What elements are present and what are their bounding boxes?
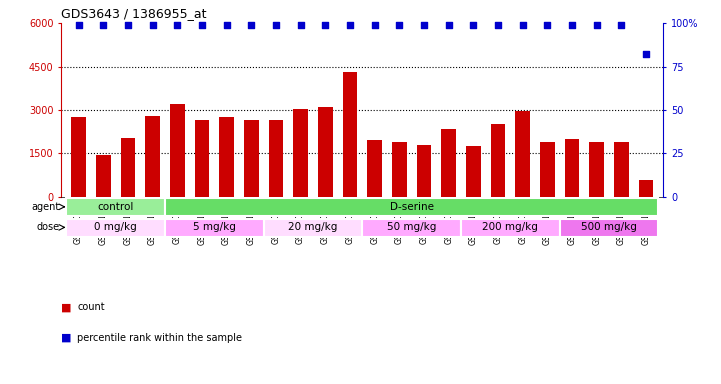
Bar: [145, 116, 160, 197]
Text: 5 mg/kg: 5 mg/kg: [193, 222, 236, 232]
Bar: [589, 142, 604, 197]
Point: [270, 22, 282, 28]
Point: [246, 22, 257, 28]
Text: 20 mg/kg: 20 mg/kg: [288, 222, 337, 232]
Bar: [417, 145, 431, 197]
Bar: [516, 111, 530, 197]
Point: [369, 22, 381, 28]
Bar: [120, 137, 136, 197]
Point: [172, 22, 183, 28]
Point: [394, 22, 405, 28]
Bar: [219, 117, 234, 197]
Point: [640, 51, 652, 58]
Bar: [559, 218, 658, 237]
Bar: [165, 218, 264, 237]
Bar: [71, 117, 86, 197]
Text: 50 mg/kg: 50 mg/kg: [387, 222, 436, 232]
Bar: [540, 142, 554, 197]
Point: [566, 22, 578, 28]
Text: 500 mg/kg: 500 mg/kg: [581, 222, 637, 232]
Point: [97, 22, 109, 28]
Bar: [342, 72, 358, 197]
Point: [295, 22, 306, 28]
Point: [467, 22, 479, 28]
Text: count: count: [77, 302, 105, 312]
Point: [73, 22, 84, 28]
Bar: [244, 120, 259, 197]
Text: GDS3643 / 1386955_at: GDS3643 / 1386955_at: [61, 7, 207, 20]
Point: [443, 22, 454, 28]
Bar: [96, 155, 110, 197]
Text: ■: ■: [61, 333, 72, 343]
Text: percentile rank within the sample: percentile rank within the sample: [77, 333, 242, 343]
Bar: [264, 218, 363, 237]
Bar: [639, 180, 653, 197]
Bar: [461, 218, 559, 237]
Point: [541, 22, 553, 28]
Bar: [441, 129, 456, 197]
Bar: [66, 198, 165, 217]
Bar: [66, 218, 165, 237]
Bar: [195, 120, 209, 197]
Point: [196, 22, 208, 28]
Text: ■: ■: [61, 302, 72, 312]
Point: [492, 22, 504, 28]
Bar: [170, 104, 185, 197]
Bar: [614, 142, 629, 197]
Point: [616, 22, 627, 28]
Point: [221, 22, 232, 28]
Point: [147, 22, 159, 28]
Text: agent: agent: [32, 202, 60, 212]
Point: [517, 22, 528, 28]
Text: D-serine: D-serine: [389, 202, 433, 212]
Bar: [367, 141, 382, 197]
Text: 200 mg/kg: 200 mg/kg: [482, 222, 539, 232]
Bar: [392, 142, 407, 197]
Point: [319, 22, 331, 28]
Bar: [490, 124, 505, 197]
Bar: [363, 218, 461, 237]
Point: [122, 22, 133, 28]
Bar: [466, 146, 481, 197]
Point: [344, 22, 355, 28]
Point: [418, 22, 430, 28]
Bar: [268, 120, 283, 197]
Bar: [293, 109, 308, 197]
Bar: [565, 139, 580, 197]
Point: [591, 22, 603, 28]
Bar: [318, 107, 332, 197]
Text: control: control: [97, 202, 134, 212]
Bar: [165, 198, 658, 217]
Text: 0 mg/kg: 0 mg/kg: [94, 222, 137, 232]
Text: dose: dose: [37, 222, 60, 232]
